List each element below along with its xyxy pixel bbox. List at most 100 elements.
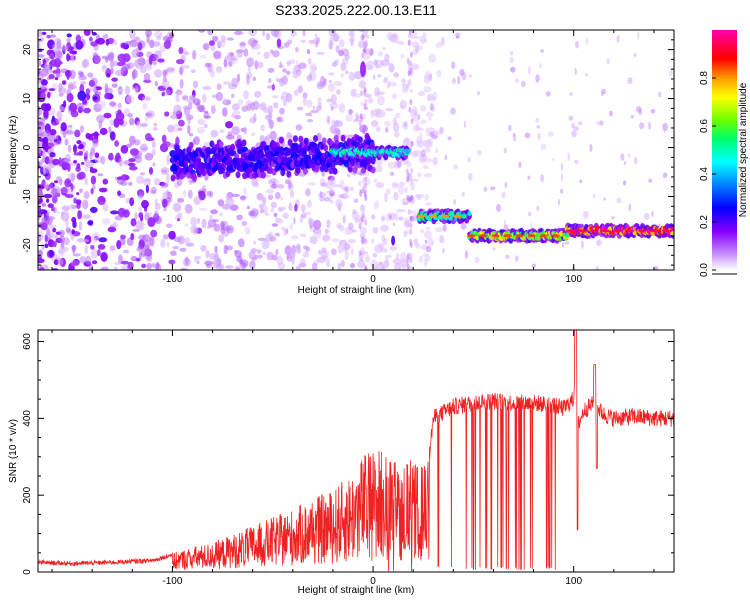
spectrogram-cell [98, 237, 108, 243]
spectrogram-cell [267, 194, 274, 201]
y-tick-label: 0 [22, 569, 33, 575]
spectrogram-cell [592, 193, 596, 199]
spectrogram-cell [293, 89, 299, 96]
spectrogram-cell [411, 106, 418, 115]
spectrogram-cell [364, 238, 368, 244]
spectrogram-cell [348, 108, 353, 115]
spectrogram-cell [295, 265, 301, 270]
spectrogram-cell [139, 123, 148, 127]
snr-ylabel: SNR (10 * v/v) [8, 419, 19, 483]
spectrogram-cell [359, 226, 368, 234]
spectrogram-cell [268, 77, 272, 84]
spectrogram-cell [64, 138, 69, 146]
spectrogram-cell [196, 217, 201, 224]
spectrogram-cell [451, 77, 456, 84]
spectrogram-cell [53, 259, 59, 266]
spectrogram-cell [166, 67, 175, 72]
spectrogram-cell [187, 116, 191, 125]
spectrogram-cell [69, 102, 78, 113]
spectrogram-cell [425, 202, 432, 206]
spectrogram-cell [59, 105, 64, 110]
spectrogram-cell [326, 115, 331, 125]
spectrogram-cell [121, 265, 129, 270]
spectrogram-cell [417, 172, 422, 178]
spectrogram-cell [276, 116, 282, 123]
spectrogram-cell [583, 210, 589, 219]
y-tick-label: 200 [22, 486, 33, 503]
spectrogram-cell [409, 51, 413, 58]
spectrogram-cell [70, 173, 75, 183]
snr-panel: -100 0 100 0 200 400 600 Height of straight li… [8, 329, 675, 596]
spectrogram-cell [378, 51, 383, 57]
spectrogram-cell [551, 157, 555, 161]
spectrogram-cell [330, 106, 334, 112]
spectrogram-cell [130, 233, 135, 241]
spectrogram-cell [72, 80, 77, 85]
spectrogram-cell [284, 248, 293, 256]
spectrogram-cell [234, 30, 243, 36]
spectrogram-cell [280, 196, 284, 201]
spectrogram-cell [589, 143, 593, 152]
spectrogram-cell [345, 70, 349, 75]
spectrogram-cell [560, 188, 564, 194]
spectrogram-cell [393, 191, 399, 201]
y-tick-label: 400 [22, 410, 33, 427]
spectrogram-cell [210, 209, 218, 215]
spectrogram-cell [318, 192, 327, 198]
spectrogram-cell [38, 30, 43, 37]
spectrogram-cell [44, 67, 53, 74]
spectrogram-cell [239, 42, 246, 47]
spectrogram-cell [403, 231, 408, 238]
spectrogram-cell [151, 148, 156, 156]
spectrogram-cell [648, 178, 653, 183]
spectrogram-cell [136, 120, 142, 129]
spectrogram-cell [364, 42, 368, 48]
spectrogram-cell [42, 165, 46, 176]
spectrogram-cell [50, 187, 58, 197]
spectrogram-cell [51, 115, 55, 123]
spectrogram-cell [192, 80, 199, 89]
spectrogram-cell [657, 91, 662, 98]
spectrogram-cell [110, 210, 119, 215]
spectrogram-cell [338, 39, 345, 48]
spectrogram-cell [113, 60, 119, 67]
spectrogram-cell [536, 125, 541, 129]
spectrogram-cell [275, 248, 279, 256]
spectrogram-cell [63, 100, 67, 108]
spectrogram-cell [38, 122, 45, 131]
spectrogram-cell [92, 138, 99, 148]
spectrogram-cell [540, 49, 545, 53]
spectrogram-cell [306, 49, 311, 55]
spectrogram-cell [129, 117, 135, 126]
spectrogram-cell [359, 233, 366, 239]
spectrogram-cell [102, 64, 107, 73]
spectrogram-cell [391, 93, 397, 100]
spectrogram-cell [348, 222, 354, 231]
spectrogram-cell [398, 267, 401, 270]
spectrogram-cell [243, 90, 249, 100]
spectrogram-frame [37, 29, 675, 271]
spectrogram-cell [328, 79, 332, 84]
spectrogram-cell [364, 98, 368, 105]
spectrogram-cell [483, 186, 488, 192]
spectrogram-cell [387, 80, 390, 89]
spectrogram-cell [354, 217, 360, 223]
spectrogram-cell [118, 254, 123, 264]
spectrogram-cell [299, 233, 307, 237]
spectrogram-cell [42, 129, 51, 137]
spectrogram-cell [114, 140, 119, 147]
spectrogram-cell [67, 144, 72, 153]
spectrogram-cell [75, 40, 84, 50]
spectrogram-cell [116, 175, 125, 185]
spectrogram-cell [49, 34, 57, 38]
spectrogram-cell [569, 92, 573, 96]
snr-series-line [38, 330, 674, 572]
spectrogram-cell [92, 96, 98, 101]
spectrogram-cell [606, 58, 610, 65]
spectrogram-cell [63, 237, 70, 246]
spectrogram-cell [72, 144, 78, 154]
spectrogram-cell [248, 210, 256, 217]
spectrogram-cell [239, 259, 244, 265]
spectrogram-cell [109, 59, 115, 70]
spectrogram-cell [373, 74, 376, 80]
